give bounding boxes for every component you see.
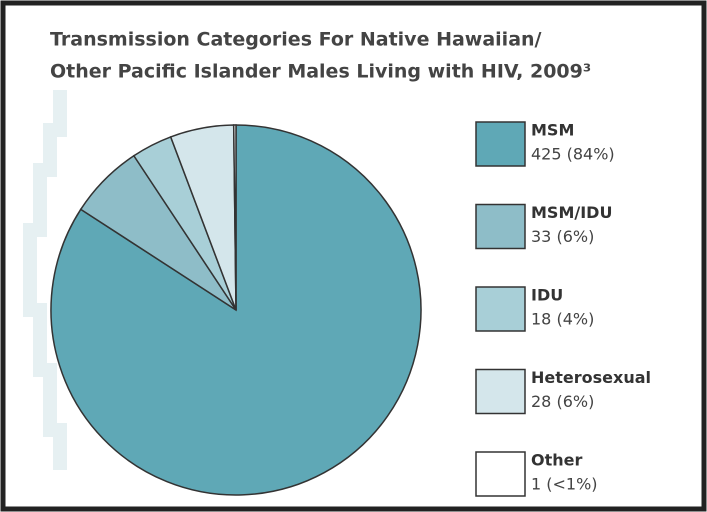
legend-value: 425 (84%) bbox=[531, 145, 615, 164]
legend-swatch bbox=[475, 368, 526, 415]
legend-label: Other bbox=[531, 451, 582, 470]
pie-slice bbox=[232, 124, 237, 311]
decoration bbox=[23, 90, 67, 470]
chart-title: Transmission Categories For Native Hawai… bbox=[50, 29, 542, 51]
legend-value: 18 (4%) bbox=[531, 310, 594, 329]
legend-label: MSM bbox=[531, 121, 574, 140]
chart-title: Other Pacific Islander Males Living with… bbox=[50, 61, 591, 83]
legend-swatch bbox=[475, 121, 526, 167]
legend-swatch bbox=[475, 286, 526, 332]
legend-swatch bbox=[475, 451, 526, 497]
legend-label: IDU bbox=[531, 286, 563, 305]
legend-label: MSM/IDU bbox=[531, 203, 612, 222]
legend-value: 28 (6%) bbox=[531, 392, 594, 411]
legend-swatch bbox=[475, 203, 526, 250]
legend-value: 1 (<1%) bbox=[531, 475, 598, 494]
legend-value: 33 (6%) bbox=[531, 227, 594, 246]
legend-label: Heterosexual bbox=[531, 368, 651, 387]
